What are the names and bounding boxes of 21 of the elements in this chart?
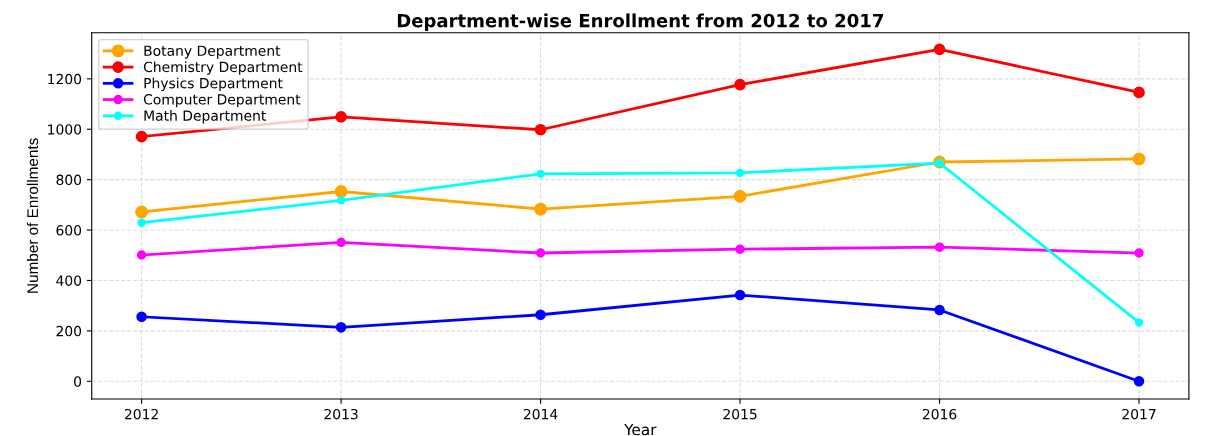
y-tick-label: 800 bbox=[56, 174, 82, 186]
legend-label: Physics Department bbox=[144, 77, 283, 92]
legend-label: Botany Department bbox=[144, 45, 281, 59]
y-tick-label: 600 bbox=[56, 225, 82, 236]
y-tick-label: 400 bbox=[56, 275, 82, 286]
y-tick-label: 200 bbox=[56, 325, 82, 337]
y-tick-label: 1000 bbox=[48, 124, 82, 135]
y-tick-label: 1200 bbox=[48, 73, 82, 85]
legend-label: Math Department bbox=[144, 110, 266, 124]
legend-label: Chemistry Department bbox=[143, 61, 303, 75]
legend-label: Computer Department bbox=[143, 94, 301, 108]
x-tick-label: 2015 bbox=[723, 408, 757, 420]
x-tick-label: 2017 bbox=[1122, 408, 1156, 420]
x-tick-label: 2013 bbox=[324, 408, 358, 420]
x-tick-label: 2016 bbox=[922, 408, 957, 420]
chart-title: Department-wise Enrollment from 2012 to 2017 bbox=[397, 13, 883, 31]
y-tick-label: 0 bbox=[74, 376, 82, 387]
x-axis-title: Year bbox=[624, 423, 657, 436]
x-tick-label: 2012 bbox=[124, 408, 158, 420]
x-tick-label: 2014 bbox=[523, 408, 558, 420]
y-axis-title: Number of Enrollments bbox=[26, 138, 39, 293]
